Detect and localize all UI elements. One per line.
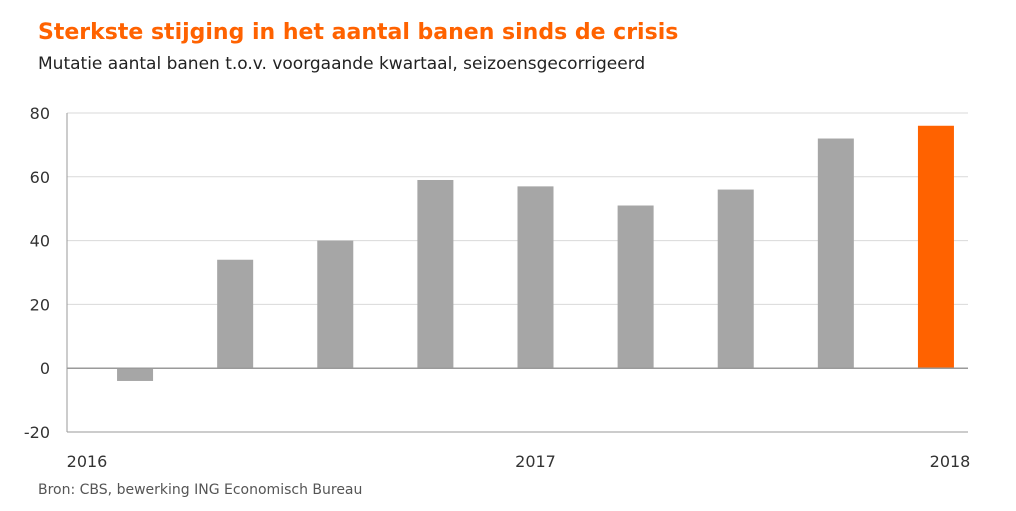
y-tick-label: 80 [30,104,50,123]
axes [66,113,968,433]
bar [117,368,154,381]
chart-subtitle: Mutatie aantal banen t.o.v. voorgaande k… [38,54,646,74]
x-tick-label: 2017 [515,452,556,471]
bar [417,179,454,369]
bar [617,205,654,369]
bar [717,189,754,369]
x-tick-label: 2016 [67,452,108,471]
y-tick-label: 20 [30,295,50,314]
bar [317,240,354,369]
source-note: Bron: CBS, bewerking ING Economisch Bure… [38,482,363,498]
bar [817,138,854,369]
chart-title: Sterkste stijging in het aantal banen si… [38,20,679,45]
y-tick-label: -20 [24,423,50,442]
bar [517,186,554,369]
y-tick-label: 60 [30,168,50,187]
x-axis-ticks: 2016 2017 2018 [67,452,971,471]
bars [117,125,954,381]
bar-highlight [917,125,954,369]
y-axis-ticks: -20 0 20 40 60 80 [24,104,50,442]
x-tick-label: 2018 [930,452,971,471]
y-tick-label: 40 [30,232,50,251]
bar [217,259,254,369]
y-tick-label: 0 [40,359,50,378]
